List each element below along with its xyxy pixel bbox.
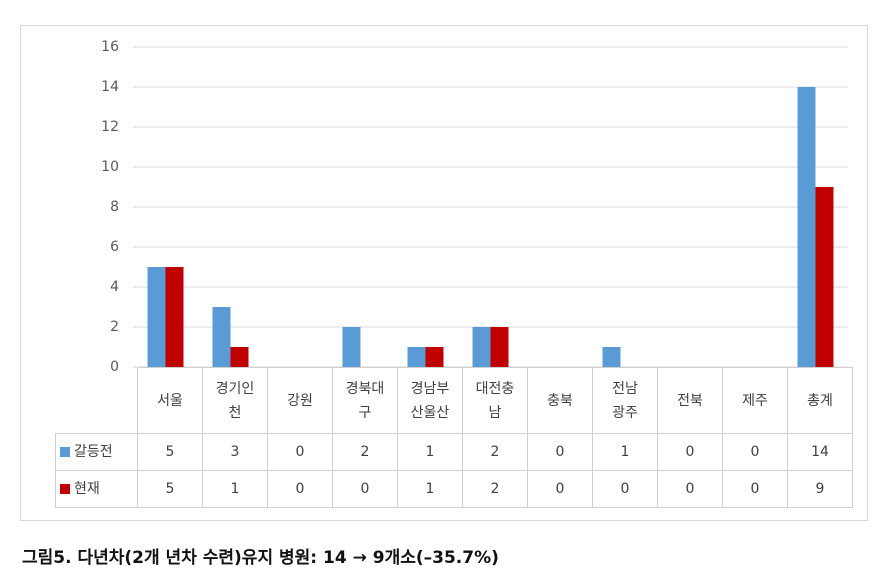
legend-entry: 갈등전 [55,433,138,471]
table-row: 갈등전 5 3 0 2 1 2 0 1 0 0 14 [55,433,853,471]
y-tick-label: 0 [110,359,119,375]
bar [602,347,621,367]
category-label: 서울 [137,367,203,434]
y-tick-label: 14 [101,79,119,95]
legend-label: 현재 [74,481,100,497]
bar [815,187,834,367]
category-label: 강원 [267,367,333,434]
legend-swatch [60,484,70,494]
table-value: 14 [787,433,853,471]
legend-swatch [60,447,70,457]
bar [490,327,509,367]
table-value: 0 [657,433,723,471]
table-value: 0 [332,470,398,508]
y-tick-label: 10 [101,159,119,175]
table-value: 0 [657,470,723,508]
y-tick-label: 16 [101,39,119,55]
table-value: 9 [787,470,853,508]
category-label: 전북 [657,367,723,434]
table-value: 3 [202,433,268,471]
table-value: 0 [527,433,593,471]
category-label: 경북대 구 [332,367,398,434]
y-tick-label: 6 [110,239,119,255]
category-label: 경남부 산울산 [397,367,463,434]
bar [407,347,426,367]
bar [425,347,444,367]
table-value: 2 [332,433,398,471]
table-value: 1 [202,470,268,508]
table-row: 현재 5 1 0 0 1 2 0 0 0 0 9 [55,470,853,508]
bar [230,347,249,367]
chart-frame [20,25,868,521]
table-value: 2 [462,433,528,471]
y-tick-label: 8 [110,199,119,215]
category-label: 전남 광주 [592,367,658,434]
category-label: 경기인 천 [202,367,268,434]
y-tick-label: 4 [110,279,119,295]
table-value: 0 [592,470,658,508]
caption: 그림5. 다년차(2개 년차 수련)유지 병원: 14 → 9개소(–35.7%… [22,548,499,568]
bar [797,87,816,367]
category-label: 대전충 남 [462,367,528,434]
table-row: 서울 경기인 천 강원 경북대 구 경남부 산울산 대전충 남 충북 전남 광주 전북 제주 총계 [56,367,853,434]
table-value: 0 [527,470,593,508]
table-corner [56,368,138,434]
table-value: 0 [267,433,333,471]
table-value: 1 [592,433,658,471]
table-value: 0 [722,470,788,508]
table-value: 5 [137,433,203,471]
table-value: 0 [267,470,333,508]
bar [165,267,184,367]
category-label: 제주 [722,367,788,434]
table-value: 1 [397,433,463,471]
bar [147,267,166,367]
legend-label: 갈등전 [74,444,113,460]
bar [472,327,491,367]
category-label: 총계 [787,367,853,434]
y-tick-label: 12 [101,119,119,135]
bar [342,327,361,367]
legend-entry: 현재 [55,470,138,508]
category-label: 충북 [527,367,593,434]
y-tick-label: 2 [110,319,119,335]
table-value: 1 [397,470,463,508]
table-value: 5 [137,470,203,508]
table-value: 0 [722,433,788,471]
table-value: 2 [462,470,528,508]
bar [212,307,231,367]
